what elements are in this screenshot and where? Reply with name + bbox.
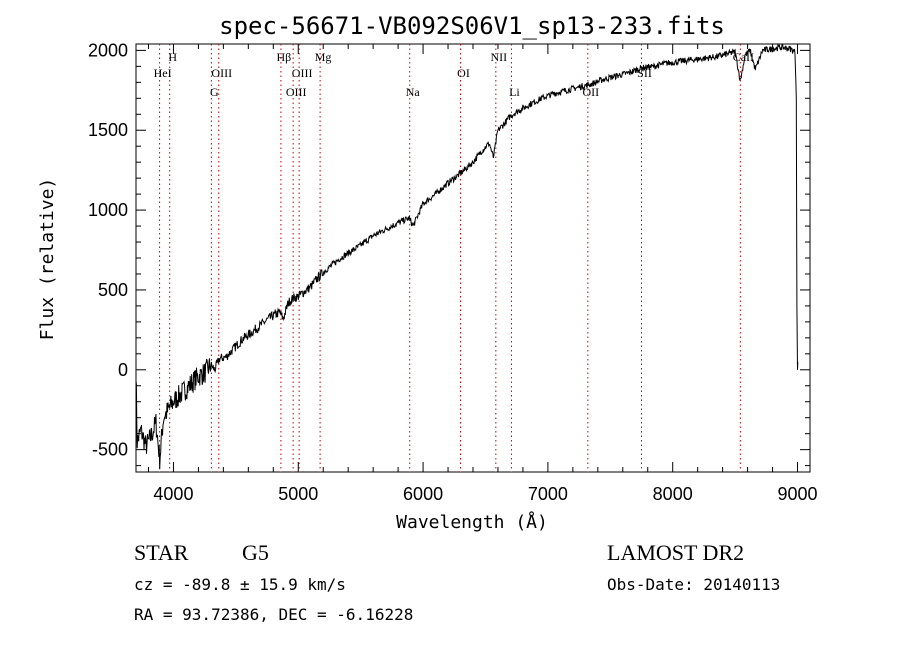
spectral-line-label: OIII <box>211 66 232 80</box>
x-tick-label: 6000 <box>403 484 443 504</box>
x-tick-label: 7000 <box>528 484 568 504</box>
spectral-line-label: SII <box>637 66 652 80</box>
spectral-line-label: Na <box>406 85 421 99</box>
spectral-line-label: Mg <box>315 50 332 64</box>
y-axis-label: Flux (relative) <box>37 178 58 341</box>
spectral-line-label: OI <box>457 66 470 80</box>
object-class: STAR <box>134 540 189 565</box>
x-tick-label: 5000 <box>278 484 318 504</box>
y-tick-label: 2000 <box>88 40 128 60</box>
y-tick-label: 1000 <box>88 200 128 220</box>
y-tick-label: 0 <box>118 360 128 380</box>
spectral-line-label: Hβ <box>277 50 292 64</box>
spectrum-line <box>135 42 799 470</box>
spectral-line-label: Li <box>509 85 520 99</box>
spectral-line-label: OII <box>582 85 599 99</box>
plot-frame <box>135 43 811 473</box>
coords-text: RA = 93.72386, DEC = -6.16228 <box>134 605 413 624</box>
survey-name: LAMOST DR2 <box>607 540 744 565</box>
spectral-line-label: HeI <box>154 66 172 80</box>
spectral-line-label: G <box>210 85 219 99</box>
spectral-line-label: OIII <box>292 66 313 80</box>
spectrum-series <box>135 42 799 470</box>
spectral-line-label: OIII <box>286 85 307 99</box>
x-axis-label: Wavelength (Å) <box>396 511 548 533</box>
x-tick-label: 4000 <box>153 484 193 504</box>
y-tick-label: 1500 <box>88 120 128 140</box>
axes: 4000 5000 6000 7000 8000 9000 -500 0 500 1000 1500… <box>88 40 818 504</box>
redshift-text: cz = -89.8 ± 15.9 km/s <box>134 575 346 594</box>
object-subclass: G5 <box>242 540 269 565</box>
y-tick-label: 500 <box>98 280 128 300</box>
spectral-line-label: NII <box>491 50 508 64</box>
y-tick-label: -500 <box>92 440 128 460</box>
spectral-line-label: H <box>168 50 177 64</box>
obs-date: Obs-Date: 20140113 <box>607 575 780 594</box>
spectral-line-label: CaII <box>733 50 754 64</box>
chart-title: spec-56671-VB092S06V1_sp13-233.fits <box>219 12 725 40</box>
x-tick-label: 8000 <box>653 484 693 504</box>
x-tick-label: 9000 <box>777 484 817 504</box>
